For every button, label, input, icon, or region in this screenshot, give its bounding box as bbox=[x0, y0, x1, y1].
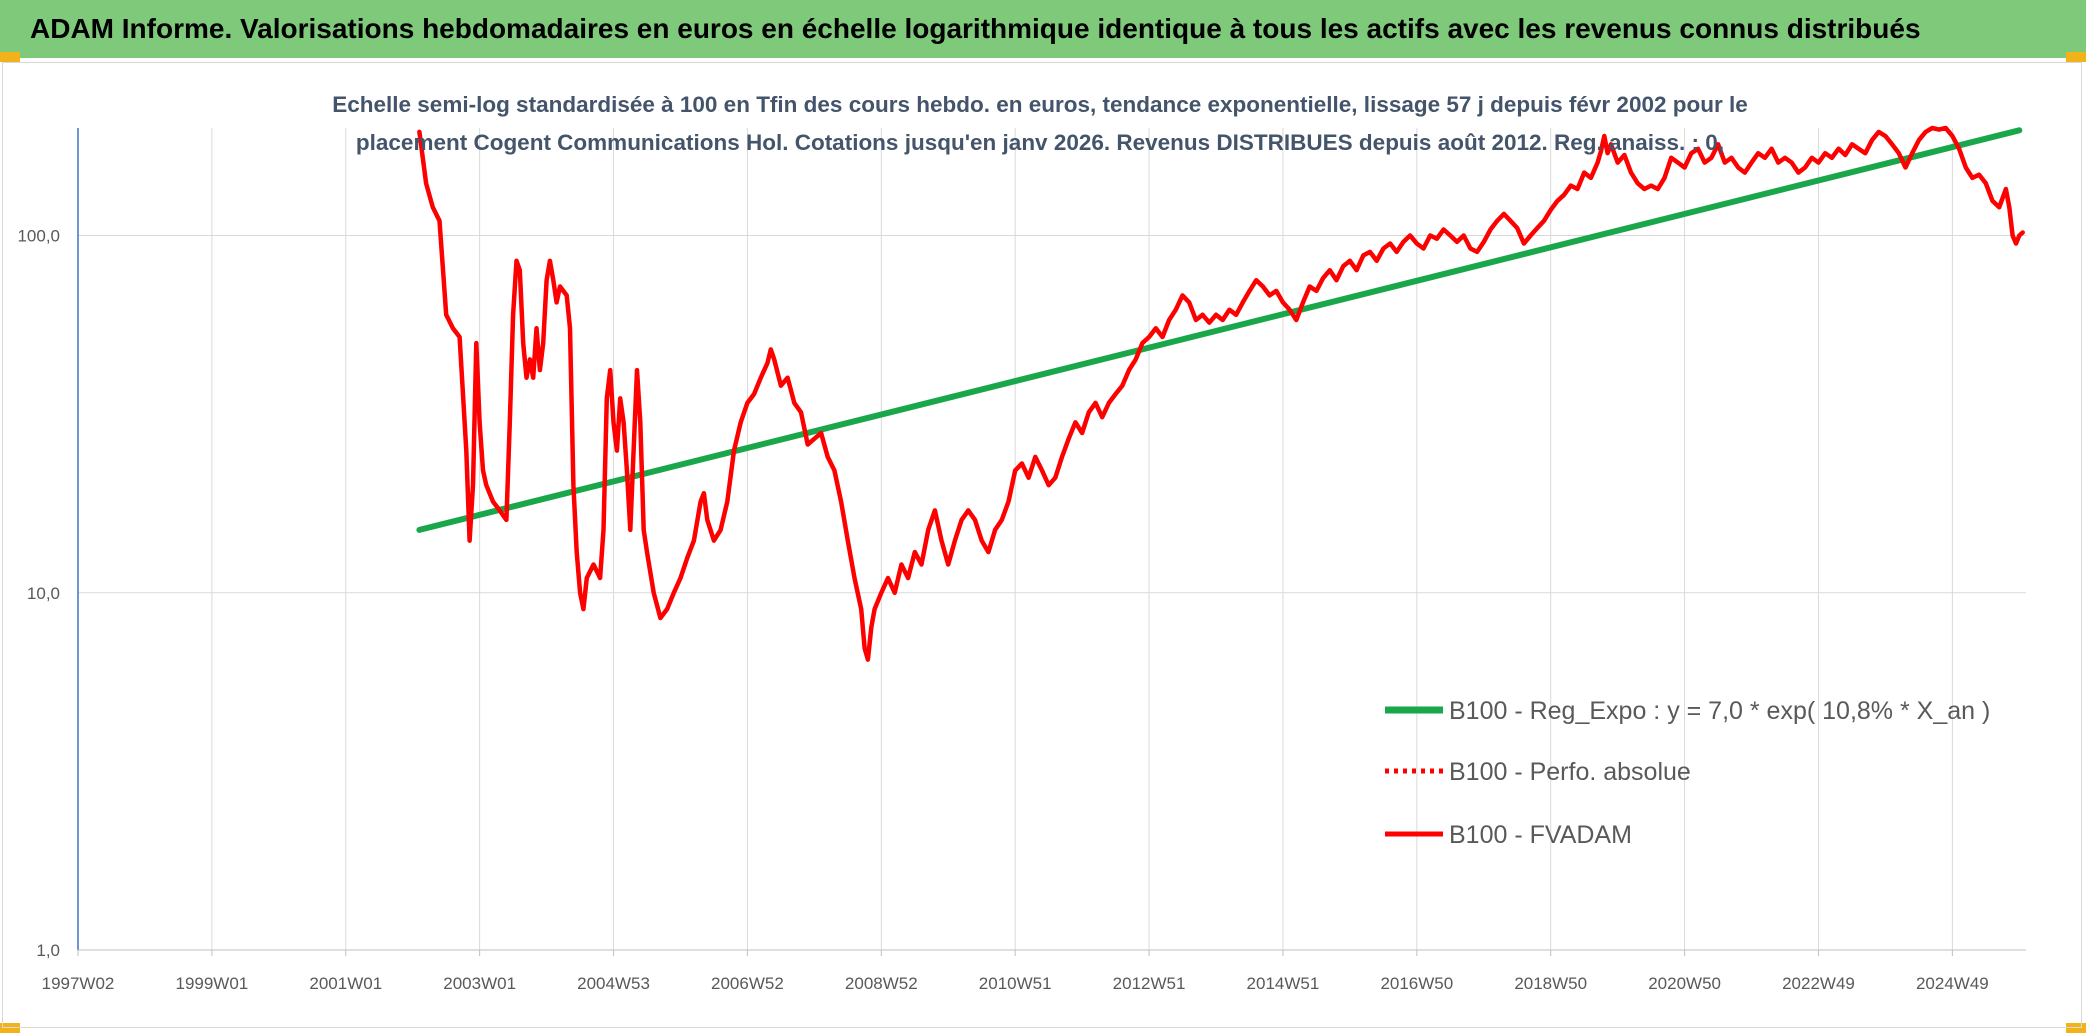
x-tick-label: 2006W52 bbox=[711, 974, 784, 993]
y-tick-label: 10,0 bbox=[27, 584, 60, 603]
y-tick-label: 1,0 bbox=[36, 941, 60, 960]
series-layer bbox=[416, 125, 2025, 662]
header-title: ADAM Informe. Valorisations hebdomadaire… bbox=[30, 13, 1921, 44]
x-tick-label: 2020W50 bbox=[1648, 974, 1721, 993]
corner-marker-bottom-right bbox=[2066, 1023, 2086, 1033]
corner-marker-bottom-left bbox=[0, 1023, 20, 1033]
x-tick-label: 2024W49 bbox=[1916, 974, 1989, 993]
axes: 1,0 10,0 100,0 1997W02 1999W01 2001W01 2003W01… bbox=[17, 128, 2026, 993]
series-line-1 bbox=[416, 127, 2023, 533]
legend-label-3: B100 - FVADAM bbox=[1449, 821, 1632, 849]
x-tick-label: 2014W51 bbox=[1247, 974, 1320, 993]
x-tick-label: 2016W50 bbox=[1380, 974, 1453, 993]
x-tick-label: 2001W01 bbox=[309, 974, 382, 993]
x-tick-label: 2018W50 bbox=[1514, 974, 1587, 993]
x-tick-label: 2003W01 bbox=[443, 974, 516, 993]
chart-subtitle-line-2: placement Cogent Communications Hol. Cot… bbox=[355, 130, 1725, 155]
corner-marker-top-right bbox=[2066, 52, 2086, 62]
legend-label-2: B100 - Perfo. absolue bbox=[1449, 758, 1691, 786]
series-line-3 bbox=[417, 125, 2025, 662]
x-tick-label: 2004W53 bbox=[577, 974, 650, 993]
header-bar: ADAM Informe. Valorisations hebdomadaire… bbox=[0, 0, 2086, 58]
x-tick-label: 2012W51 bbox=[1113, 974, 1186, 993]
chart-subtitle-line-1: Echelle semi-log standardisée à 100 en T… bbox=[332, 92, 1748, 117]
y-tick-label: 100,0 bbox=[17, 227, 60, 246]
chart-frame bbox=[2, 62, 2082, 1028]
corner-marker-top-left bbox=[0, 52, 20, 62]
x-tick-label: 2022W49 bbox=[1782, 974, 1855, 993]
chart-subtitle: Echelle semi-log standardisée à 100 en T… bbox=[220, 86, 1860, 162]
x-tick-label: 1999W01 bbox=[175, 974, 248, 993]
legend: B100 - Reg_Expo : y = 7,0 * exp( 10,8% *… bbox=[1385, 697, 1990, 849]
x-tick-label: 1997W02 bbox=[42, 974, 115, 993]
legend-label-1: B100 - Reg_Expo : y = 7,0 * exp( 10,8% *… bbox=[1449, 697, 1990, 725]
grid bbox=[77, 128, 2026, 951]
x-tick-label: 2010W51 bbox=[979, 974, 1052, 993]
x-tick-label: 2008W52 bbox=[845, 974, 918, 993]
